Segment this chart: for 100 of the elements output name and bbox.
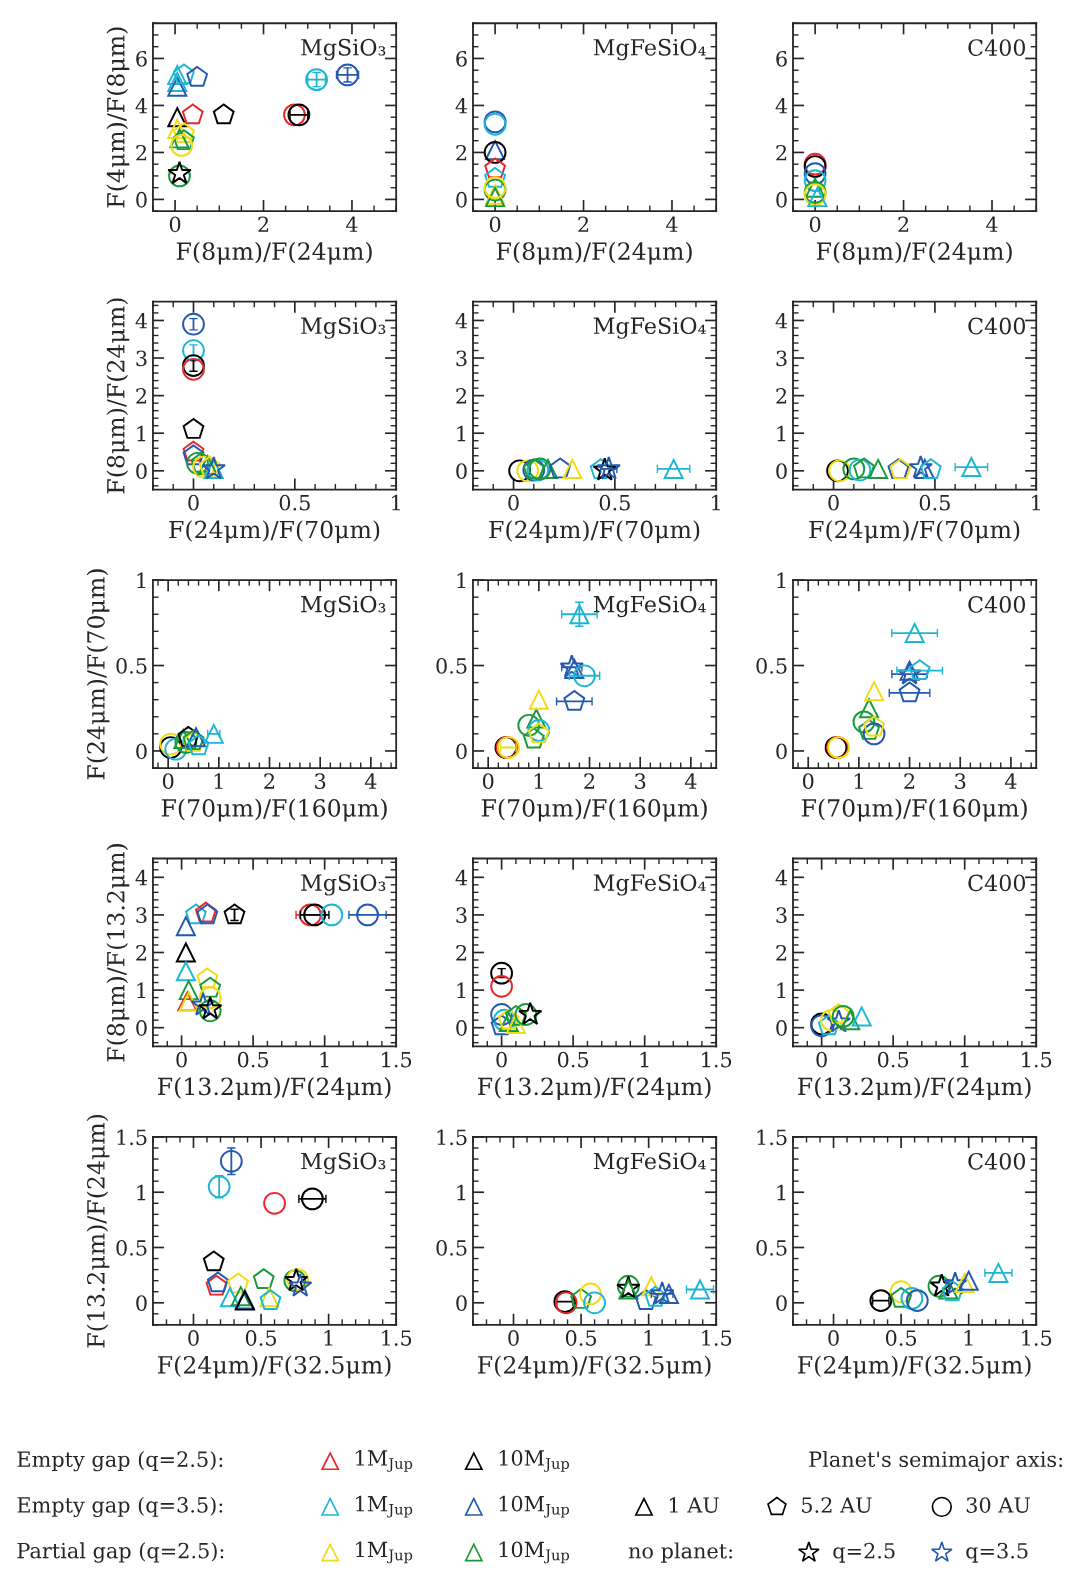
point — [301, 1187, 324, 1211]
y-tick-label: 1 — [777, 1184, 786, 1201]
x-tick-label: 0 — [828, 494, 839, 511]
x-tick-label: 4 — [684, 773, 697, 789]
point — [826, 1009, 851, 1033]
y-tick-label: 1 — [457, 425, 466, 442]
y-tick-label: 0 — [456, 463, 467, 480]
point — [173, 129, 195, 151]
x-tick-label: 0 — [188, 494, 199, 511]
y-tick-label: 0 — [776, 191, 787, 208]
annotation: MgSiO₃ — [301, 595, 386, 618]
point — [649, 1281, 675, 1305]
point — [889, 1280, 913, 1304]
point — [303, 903, 327, 927]
y-tick-label: 0 — [456, 191, 467, 208]
y-tick-label: 0.5 — [756, 1239, 787, 1256]
legend-label: 30 AU — [966, 1497, 1031, 1513]
x-tick-label: 1 — [712, 494, 720, 511]
annotation: MgFeSiO₄ — [593, 38, 706, 61]
point — [563, 690, 586, 711]
y-axis-title: F(24μm)/F(70μm) — [86, 569, 110, 780]
point — [283, 103, 306, 127]
y-tick-label: 3 — [776, 350, 787, 367]
point — [182, 418, 205, 439]
point — [173, 728, 194, 749]
x-tick-label: 1 — [964, 1330, 973, 1346]
y-tick-label: 0.5 — [116, 1239, 147, 1256]
x-axis-title: F(24μm)/F(70μm) — [809, 520, 1020, 544]
text: Empty gap (q=2.5): — [17, 1450, 223, 1472]
point — [505, 1005, 527, 1026]
point — [196, 967, 219, 989]
x-tick-label: 0 — [162, 773, 174, 790]
point — [263, 1191, 286, 1215]
point — [167, 71, 188, 92]
x-tick-label: 4 — [345, 216, 358, 232]
point — [864, 681, 885, 702]
point — [869, 1289, 893, 1312]
x-tick-label: 0.5 — [877, 1051, 909, 1068]
y-tick-label: 2 — [136, 388, 147, 404]
x-tick-label: 1.5 — [702, 1051, 732, 1068]
y-tick-label: 0 — [776, 743, 787, 760]
x-axis-title: F(8μm)/F(24μm) — [176, 241, 372, 265]
point — [288, 1273, 313, 1297]
annotation: MgFeSiO₄ — [593, 317, 706, 339]
y-tick-label: 3 — [136, 350, 147, 367]
y-tick-label: 4 — [775, 97, 788, 114]
x-axis-title: F(24μm)/F(70μm) — [169, 520, 380, 544]
y-axis-title: F(13.2μm)/F(24μm) — [86, 1114, 110, 1348]
y-tick-label: 3 — [456, 350, 467, 367]
x-tick-label: 1.5 — [702, 1330, 732, 1346]
x-axis-title: F(70μm)/F(160μm) — [801, 798, 1027, 822]
y-tick-label: 2 — [456, 144, 467, 161]
point — [175, 961, 196, 982]
point — [336, 63, 359, 87]
y-axis-title: F(8μm)/F(13.2μm) — [106, 844, 130, 1062]
point — [173, 63, 195, 85]
y-tick-label: 0 — [136, 743, 147, 760]
x-tick-label: 4 — [364, 773, 377, 789]
point — [198, 986, 222, 1009]
x-tick-label: 0 — [828, 1330, 839, 1346]
y-tick-label: 1 — [777, 425, 786, 442]
point — [170, 134, 194, 157]
point — [190, 992, 216, 1016]
legend-label: 10M$_{Jup}$ — [499, 1495, 570, 1518]
y-tick-label: 1 — [137, 572, 146, 588]
point — [207, 1175, 231, 1199]
y-tick-label: 1 — [457, 1184, 466, 1201]
y-tick-label: 0.5 — [436, 1239, 467, 1256]
y-tick-label: 1 — [457, 982, 466, 998]
point — [862, 722, 886, 746]
x-tick-label: 0 — [482, 773, 494, 790]
x-tick-label: 0 — [169, 216, 181, 233]
point — [287, 103, 311, 127]
y-tick-label: 1.5 — [437, 1129, 467, 1146]
annotation: MgFeSiO₄ — [593, 595, 706, 618]
point — [223, 903, 246, 925]
x-tick-label: 3 — [955, 773, 966, 790]
x-axis-title: F(13.2μm)/F(24μm) — [478, 1077, 711, 1100]
x-axis-title: F(70μm)/F(160μm) — [481, 798, 707, 822]
x-tick-label: 1 — [854, 773, 863, 789]
point — [840, 1010, 861, 1031]
y-tick-label: 0.5 — [756, 657, 787, 674]
y-tick-label: 1.5 — [757, 1129, 787, 1146]
x-axis-title: F(24μm)/F(32.5μm) — [158, 1355, 391, 1379]
point — [573, 664, 596, 688]
point — [583, 1291, 606, 1315]
point — [905, 1289, 929, 1312]
x-axis-title: F(24μm)/F(70μm) — [489, 520, 700, 544]
annotation: C400 — [968, 1152, 1026, 1170]
y-tick-label: 0 — [456, 743, 467, 760]
point — [820, 1008, 844, 1032]
y-axis-title: F(4μm)/F(8μm) — [106, 27, 130, 208]
x-tick-label: 0.5 — [245, 1330, 277, 1346]
x-tick-label: 0 — [176, 1051, 187, 1068]
point — [186, 65, 209, 87]
point — [641, 1276, 662, 1297]
annotation: C400 — [968, 596, 1026, 613]
y-tick-label: 2 — [136, 144, 147, 161]
point — [900, 1286, 924, 1310]
x-tick-label: 1 — [392, 494, 400, 511]
